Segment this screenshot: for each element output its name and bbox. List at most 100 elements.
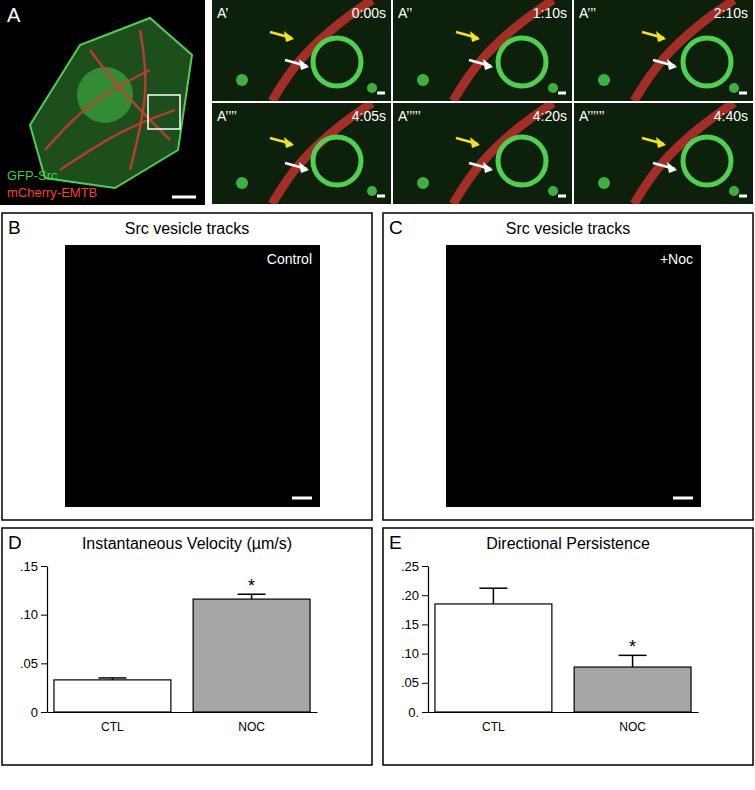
error-bar-stem (493, 588, 495, 604)
tick-label: CTL (101, 720, 124, 734)
condition-label: Control (267, 251, 312, 267)
panel-label: A (7, 4, 21, 26)
image-background (212, 103, 391, 204)
significance-marker: * (629, 637, 636, 657)
arrow-head (284, 31, 294, 42)
arrow-head (470, 137, 480, 148)
bar (574, 667, 691, 712)
vesicle (367, 186, 377, 196)
timelapse-panel: A’’’’’4:20s (393, 103, 572, 204)
tick-label: 0. (408, 705, 419, 720)
image-background (65, 245, 320, 507)
plot-marks (54, 594, 310, 712)
panel-label: E (389, 532, 402, 553)
axis-line (429, 712, 699, 713)
y-axis: 0..05.10.15.20.25 (401, 559, 429, 720)
scale-bar (673, 497, 693, 500)
scale-bar (377, 92, 385, 95)
arrow-head (656, 137, 666, 148)
tick-mark (422, 624, 428, 625)
arrow-head (299, 162, 309, 173)
timelapse-panel: A’’’’’’ 4:40s (574, 103, 753, 204)
y-tick: .05 (401, 675, 428, 690)
significance-marker: * (248, 576, 255, 596)
vesicle (417, 74, 429, 86)
tick-mark (422, 595, 428, 596)
panel-label: A’’ (398, 5, 412, 21)
vesicle (598, 177, 610, 189)
x-axis: CTL NOC (48, 712, 318, 734)
vesicle (548, 186, 558, 196)
vesicle (367, 83, 377, 93)
tick-mark (422, 566, 428, 567)
plot-marks (435, 588, 691, 712)
tick-label: .10 (401, 646, 419, 661)
tick-label: .05 (20, 656, 38, 671)
tick-label: .20 (401, 588, 419, 603)
arrow-head (667, 162, 677, 173)
vesicle (598, 74, 610, 86)
vesicle (313, 137, 361, 185)
arrow-head (483, 59, 493, 70)
y-tick: .20 (401, 588, 428, 603)
x-tick: CTL (101, 712, 124, 734)
figure: AGFP-SrcmCherry-EMTB A’ 0:00s A’’1:10sA’’’2… (0, 0, 755, 790)
tick-label: .05 (401, 675, 419, 690)
image-background (393, 0, 572, 101)
bar-chart: EDirectional Persistence*0..05.10.15.20.… (383, 528, 753, 765)
x-tick: NOC (619, 712, 646, 734)
arrow-head (483, 162, 493, 173)
tick-mark (422, 712, 428, 713)
x-axis: CTLNOC (429, 712, 699, 734)
arrow-head (299, 59, 309, 70)
bar (54, 680, 171, 712)
image-background (0, 0, 205, 205)
scale-bar (558, 195, 566, 198)
tick-mark (41, 712, 47, 713)
vesicle (236, 74, 248, 86)
bar-chart: DInstantaneous Velocity (µm/s)*0.05.10.1… (2, 528, 372, 765)
scale-bar (172, 196, 196, 199)
image-background (212, 0, 391, 101)
timelapse-panel: A’’1:10s (393, 0, 572, 101)
timelapse-panel: A’’’’4:05s (212, 103, 391, 204)
panel-label: A’’’’’’ (579, 108, 605, 124)
chart-title: Directional Persistence (486, 535, 650, 552)
time-label: 4:40s (714, 108, 748, 124)
cell-outline (30, 18, 192, 188)
scale-bar (377, 195, 385, 198)
tick-mark (422, 654, 428, 655)
track-panel: BSrc vesicle tracksControl (2, 213, 372, 520)
arrow-head (667, 59, 677, 70)
vesicle (236, 177, 248, 189)
chart-title: Instantaneous Velocity (µm/s) (82, 535, 292, 552)
tick-label: NOC (238, 720, 265, 734)
panel-title: Src vesicle tracks (506, 220, 630, 237)
panel-a: AGFP-SrcmCherry-EMTB (0, 0, 205, 205)
panel-label: C (389, 217, 403, 238)
vesicle (729, 186, 739, 196)
tick-label: .15 (20, 559, 38, 574)
image-background (393, 103, 572, 204)
panel-label: A’’’’’ (398, 108, 421, 124)
tick-mark (41, 615, 47, 616)
tick-mark (41, 566, 47, 567)
axis-line (428, 567, 429, 713)
panel-frame (383, 528, 753, 765)
time-label: 0:00s (352, 5, 386, 21)
channel-label: mCherry-EMTB (7, 185, 97, 200)
error-bar-cap (98, 677, 126, 679)
time-label: 2:10s (714, 5, 748, 21)
vesicle (417, 177, 429, 189)
panel-frame (2, 213, 372, 520)
arrow-head (470, 31, 480, 42)
bar (193, 599, 310, 712)
timelapse-panel: A’’’2:10s (574, 0, 753, 101)
image-background (446, 245, 701, 507)
microtubule (60, 110, 175, 170)
vesicle (683, 137, 731, 185)
panel-label: A’ (217, 5, 228, 21)
axis-line (47, 567, 48, 713)
vesicle (498, 137, 546, 185)
tick-label: .25 (401, 559, 419, 574)
